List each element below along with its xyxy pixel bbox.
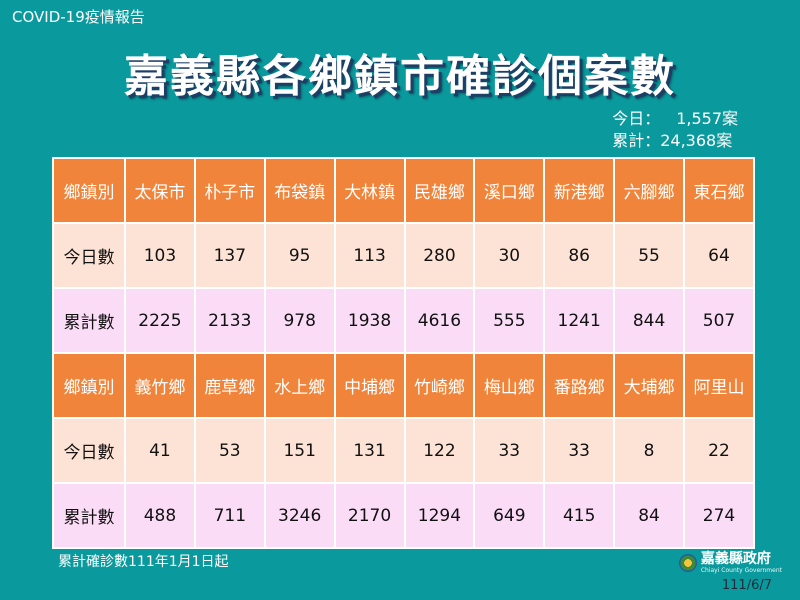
total-count-cell: 488 [124, 482, 196, 549]
township-header-row: 鄉鎮別 太保市 朴子市 布袋鎮 大林鎮 民雄鄉 溪口鄉 新港鄉 六腳鄉 東石鄉 [52, 157, 755, 224]
today-count-cell: 86 [543, 222, 616, 289]
total-count-cell: 4616 [403, 287, 476, 354]
total-row-label: 累計數 [52, 482, 126, 549]
today-count-cell: 8 [613, 417, 685, 484]
township-cell: 阿里山 [683, 352, 755, 419]
today-count-cell: 55 [613, 222, 685, 289]
today-count-cell: 22 [683, 417, 755, 484]
today-count-cell: 33 [473, 417, 546, 484]
total-count-cell: 978 [263, 287, 336, 354]
logo-name: 嘉義縣政府 [700, 551, 771, 567]
township-cell: 東石鄉 [683, 157, 755, 224]
total-count-cell: 1294 [403, 482, 476, 549]
today-row-label: 今日數 [52, 417, 126, 484]
today-summary-label: 今日： [612, 109, 661, 128]
logo-english-name: Chiayi County Government [700, 567, 782, 574]
today-count-cell: 53 [193, 417, 266, 484]
total-count-cell: 415 [543, 482, 616, 549]
township-cell: 布袋鎮 [263, 157, 336, 224]
total-count-cell: 274 [683, 482, 755, 549]
township-cell: 鹿草鄉 [193, 352, 266, 419]
today-count-cell: 113 [333, 222, 406, 289]
total-row-label: 累計數 [52, 287, 126, 354]
township-header-row: 鄉鎮別 義竹鄉 鹿草鄉 水上鄉 中埔鄉 竹崎鄉 梅山鄉 番路鄉 大埔鄉 阿里山 [52, 352, 755, 419]
township-cell: 民雄鄉 [403, 157, 476, 224]
township-cell: 朴子市 [193, 157, 266, 224]
township-cell: 大埔鄉 [613, 352, 685, 419]
today-count-cell: 122 [403, 417, 476, 484]
header-row-label: 鄉鎮別 [52, 352, 126, 419]
today-row-label: 今日數 [52, 222, 126, 289]
today-count-row: 今日數 41 53 151 131 122 33 33 8 22 [52, 417, 755, 484]
total-count-cell: 507 [683, 287, 755, 354]
total-count-cell: 84 [613, 482, 685, 549]
today-count-cell: 103 [124, 222, 196, 289]
today-count-cell: 30 [473, 222, 546, 289]
total-count-row: 累計數 2225 2133 978 1938 4616 555 1241 844… [52, 287, 755, 354]
township-cell: 六腳鄉 [613, 157, 685, 224]
total-count-cell: 1938 [333, 287, 406, 354]
total-count-cell: 3246 [263, 482, 336, 549]
case-summary: 今日： 1,557案 累計： 24,368案 [612, 108, 738, 152]
township-cell: 水上鄉 [263, 352, 336, 419]
township-cell: 太保市 [124, 157, 196, 224]
today-count-row: 今日數 103 137 95 113 280 30 86 55 64 [52, 222, 755, 289]
township-cell: 新港鄉 [543, 157, 616, 224]
header-row-label: 鄉鎮別 [52, 157, 126, 224]
today-count-cell: 41 [124, 417, 196, 484]
township-cell: 溪口鄉 [473, 157, 546, 224]
today-count-cell: 33 [543, 417, 616, 484]
today-count-cell: 131 [333, 417, 406, 484]
county-government-logo: 嘉義縣政府 Chiayi County Government [678, 552, 782, 574]
total-count-cell: 649 [473, 482, 546, 549]
today-count-cell: 64 [683, 222, 755, 289]
today-count-cell: 151 [263, 417, 336, 484]
township-cell: 竹崎鄉 [403, 352, 476, 419]
total-count-cell: 555 [473, 287, 546, 354]
today-summary: 今日： 1,557案 [612, 108, 738, 130]
today-count-cell: 95 [263, 222, 336, 289]
township-cell: 大林鎮 [333, 157, 406, 224]
township-case-table: 鄉鎮別 太保市 朴子市 布袋鎮 大林鎮 民雄鄉 溪口鄉 新港鄉 六腳鄉 東石鄉 … [52, 157, 755, 549]
total-summary-value: 24,368案 [660, 131, 733, 150]
total-count-cell: 1241 [543, 287, 616, 354]
today-count-cell: 137 [193, 222, 266, 289]
total-count-cell: 2133 [193, 287, 266, 354]
total-count-cell: 844 [613, 287, 685, 354]
total-summary-label: 累計： [612, 131, 661, 150]
logo-text: 嘉義縣政府 Chiayi County Government [701, 552, 782, 574]
cumulative-footnote: 累計確診數111年1月1日起 [58, 554, 229, 570]
total-count-cell: 2225 [124, 287, 196, 354]
county-seal-icon [678, 554, 697, 572]
township-cell: 番路鄉 [543, 352, 616, 419]
total-count-cell: 711 [193, 482, 266, 549]
total-count-row: 累計數 488 711 3246 2170 1294 649 415 84 27… [52, 482, 755, 549]
page-title: 嘉義縣各鄉鎮市確診個案數 [124, 51, 676, 102]
report-tag: COVID-19疫情報告 [12, 8, 145, 26]
township-cell: 義竹鄉 [124, 352, 196, 419]
today-summary-value: 1,557案 [676, 109, 738, 128]
total-count-cell: 2170 [333, 482, 406, 549]
township-cell: 梅山鄉 [473, 352, 546, 419]
report-date: 111/6/7 [721, 578, 772, 593]
today-count-cell: 280 [403, 222, 476, 289]
township-cell: 中埔鄉 [333, 352, 406, 419]
total-summary: 累計： 24,368案 [612, 130, 738, 152]
